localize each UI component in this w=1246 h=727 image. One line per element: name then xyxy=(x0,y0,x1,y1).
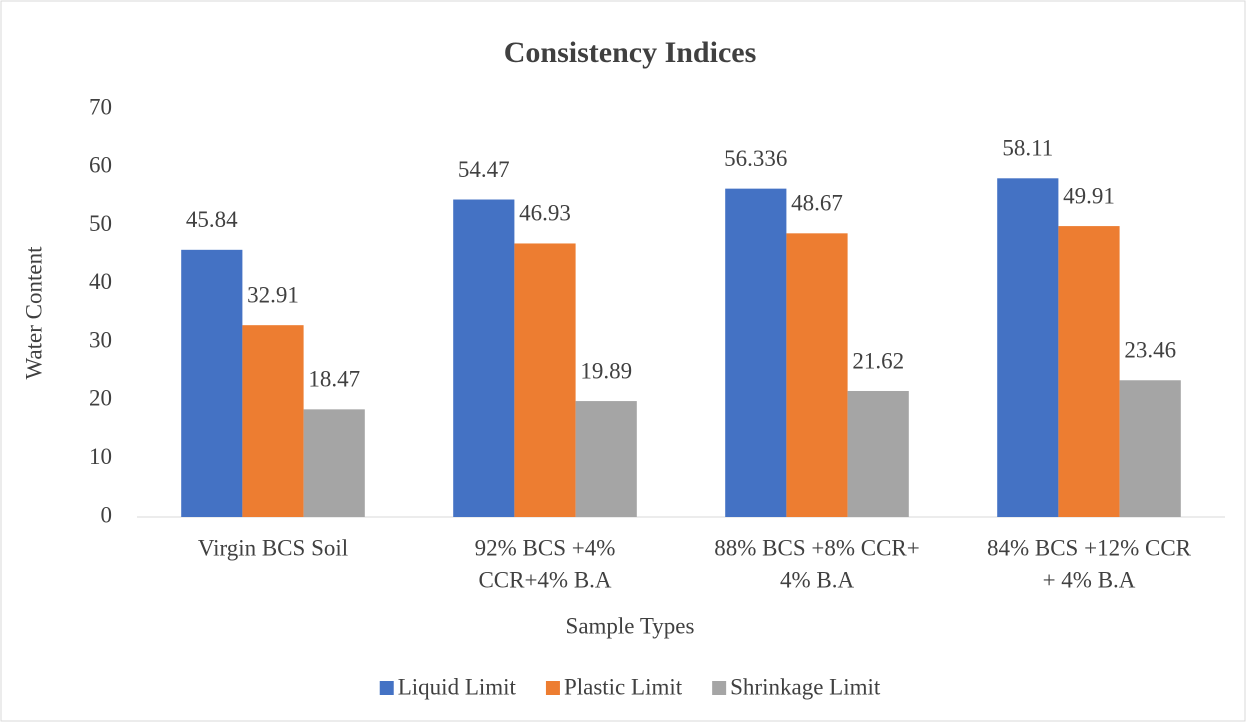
x-tick-label: 88% BCS +8% CCR+ xyxy=(714,535,920,560)
bar xyxy=(575,401,637,517)
legend-label: Plastic Limit xyxy=(564,674,683,699)
bar xyxy=(1058,226,1120,517)
bar xyxy=(303,409,365,517)
legend-swatch xyxy=(712,681,727,695)
bar xyxy=(997,178,1059,518)
bar xyxy=(514,243,576,517)
value-label: 58.11 xyxy=(1002,136,1053,161)
y-tick-label: 20 xyxy=(89,386,112,411)
x-axis-title: Sample Types xyxy=(566,613,695,638)
value-label: 23.46 xyxy=(1124,338,1176,363)
value-label: 32.91 xyxy=(247,282,299,307)
legend-label: Liquid Limit xyxy=(398,674,517,699)
bar xyxy=(725,188,787,517)
value-label: 46.93 xyxy=(519,201,571,226)
value-label: 56.336 xyxy=(724,146,787,171)
bar xyxy=(786,233,848,517)
y-tick-label: 60 xyxy=(89,153,112,178)
legend-swatch xyxy=(545,681,560,695)
y-tick-label: 40 xyxy=(89,269,112,294)
value-label: 19.89 xyxy=(580,358,632,383)
bar xyxy=(1119,380,1181,517)
legend-swatch xyxy=(379,681,394,695)
value-label: 49.91 xyxy=(1063,183,1115,208)
y-axis-title: Water Content xyxy=(21,246,46,380)
bar xyxy=(453,199,515,518)
bar xyxy=(242,325,304,517)
value-label: 45.84 xyxy=(186,207,238,232)
value-label: 48.67 xyxy=(791,191,843,216)
y-tick-label: 0 xyxy=(101,502,113,527)
x-tick-label: 4% B.A xyxy=(780,567,855,592)
value-label: 18.47 xyxy=(308,367,360,392)
value-label: 21.62 xyxy=(852,348,904,373)
y-tick-label: 10 xyxy=(89,444,112,469)
bar xyxy=(181,249,243,517)
x-tick-label: 92% BCS +4% xyxy=(475,535,616,560)
legend-label: Shrinkage Limit xyxy=(730,674,881,699)
bar xyxy=(847,390,909,517)
chart-title: Consistency Indices xyxy=(504,36,757,69)
y-tick-label: 30 xyxy=(89,327,112,352)
y-tick-label: 70 xyxy=(89,94,112,119)
x-tick-label: 84% BCS +12% CCR xyxy=(987,535,1192,560)
x-tick-label: Virgin BCS Soil xyxy=(198,535,348,560)
value-label: 54.47 xyxy=(458,157,510,182)
x-tick-label: + 4% B.A xyxy=(1043,567,1136,592)
y-tick-label: 50 xyxy=(89,211,112,236)
x-tick-label: CCR+4% B.A xyxy=(478,567,611,592)
